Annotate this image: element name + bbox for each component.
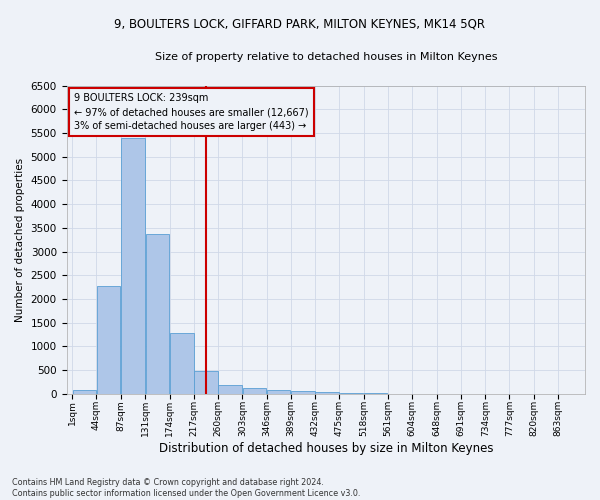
Text: 9, BOULTERS LOCK, GIFFARD PARK, MILTON KEYNES, MK14 5QR: 9, BOULTERS LOCK, GIFFARD PARK, MILTON K… [115, 18, 485, 30]
Bar [316, 392, 339, 394]
X-axis label: Distribution of detached houses by size in Milton Keynes: Distribution of detached houses by size … [158, 442, 493, 455]
Y-axis label: Number of detached properties: Number of detached properties [15, 158, 25, 322]
Text: Contains HM Land Registry data © Crown copyright and database right 2024.
Contai: Contains HM Land Registry data © Crown c… [12, 478, 361, 498]
Bar [146, 234, 169, 394]
Bar [340, 393, 363, 394]
Bar [218, 385, 242, 394]
Bar [121, 138, 145, 394]
Bar [267, 390, 290, 394]
Bar [73, 390, 96, 394]
Text: 9 BOULTERS LOCK: 239sqm
← 97% of detached houses are smaller (12,667)
3% of semi: 9 BOULTERS LOCK: 239sqm ← 97% of detache… [74, 93, 309, 131]
Bar [170, 332, 194, 394]
Title: Size of property relative to detached houses in Milton Keynes: Size of property relative to detached ho… [155, 52, 497, 62]
Bar [97, 286, 120, 394]
Bar [291, 391, 314, 394]
Bar [194, 370, 218, 394]
Bar [243, 388, 266, 394]
